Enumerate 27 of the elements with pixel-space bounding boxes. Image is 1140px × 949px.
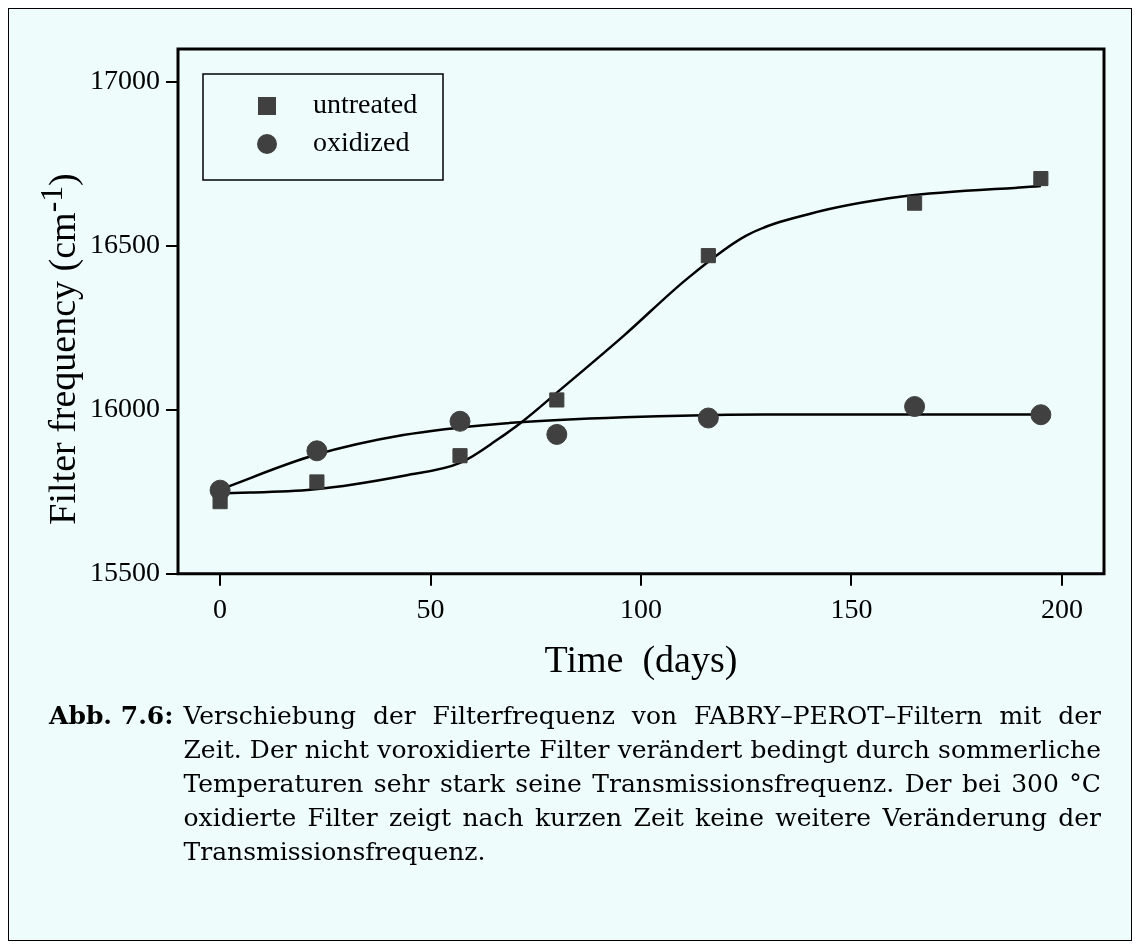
x-tick-label: 100 [620, 592, 662, 624]
point [452, 448, 468, 464]
point [1030, 404, 1052, 426]
caption: Abb. 7.6: [49, 700, 174, 732]
y-tick-label: 16500 [90, 228, 160, 260]
point [546, 423, 568, 445]
point [700, 248, 716, 264]
point [549, 392, 565, 408]
point [904, 396, 926, 418]
point [697, 407, 719, 429]
point [1033, 170, 1049, 187]
x-tick-label: 150 [830, 592, 873, 624]
x-tick-label: 50 [416, 592, 445, 624]
y-tick-label: 16000 [90, 392, 160, 424]
legend-label: untreated [313, 88, 418, 120]
point [306, 440, 328, 462]
y-tick-label: 15500 [90, 556, 160, 588]
point [449, 410, 471, 432]
point [309, 474, 325, 490]
y-tick-label: 17000 [90, 64, 160, 96]
point [212, 494, 228, 510]
x-tick-label: 200 [1040, 592, 1083, 624]
x-axis-title: Time (days) [544, 638, 738, 682]
point [907, 195, 923, 211]
text: Verschiebung der Filterfrequenz von FABRY–PEROT–Filtern mit der Zeit. Der nicht voroxidierte Filter verändert bedingt durch sommerliche Temperaturen sehr stark seine Transmissionsfrequenz. Der bei 300 °C oxidierte Filter zeigt nach kurzen Zeit keine weitere Veränderung der Transmissionsfrequenz. [183, 700, 1101, 868]
x-tick-label: 0 [213, 592, 228, 624]
legend-label: oxidized [313, 126, 410, 158]
